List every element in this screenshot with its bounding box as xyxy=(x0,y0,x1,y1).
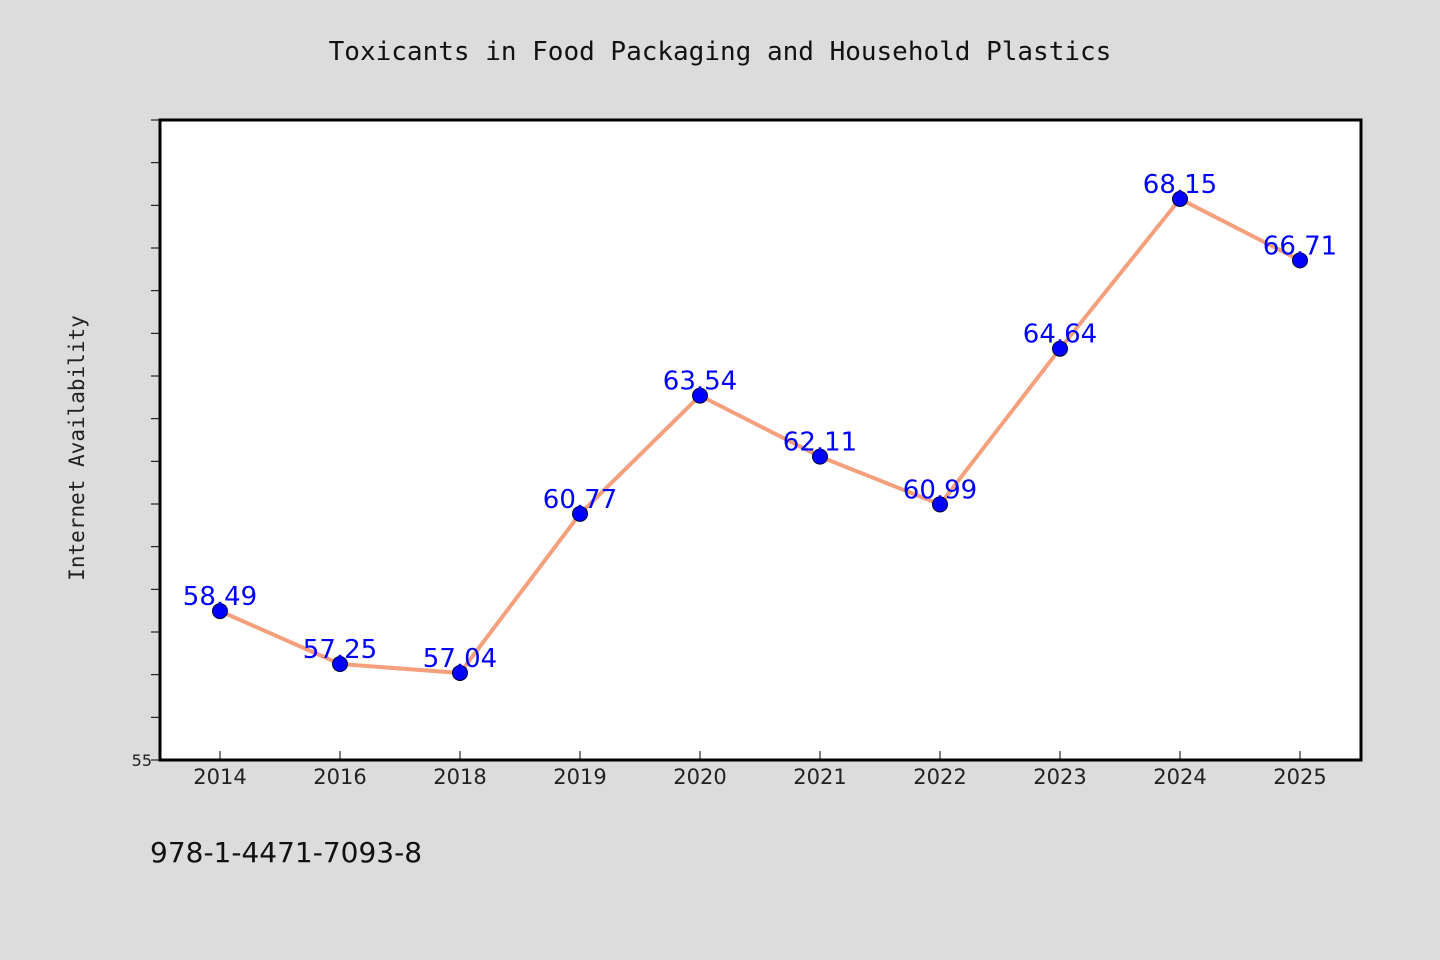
x-tick-label: 2024 xyxy=(1153,765,1206,789)
x-tick-label: 2022 xyxy=(913,765,966,789)
x-tick-label: 2019 xyxy=(553,765,606,789)
data-label: 58.49 xyxy=(183,582,257,612)
footer-code: 978-1-4471-7093-8 xyxy=(150,836,422,869)
data-label: 63.54 xyxy=(663,367,737,397)
x-tick-label: 2016 xyxy=(313,765,366,789)
x-tick-label: 2018 xyxy=(433,765,486,789)
y-tick-label: 55 xyxy=(132,751,152,770)
data-point xyxy=(692,387,708,404)
data-label: 60.99 xyxy=(903,475,977,505)
data-point xyxy=(212,603,228,620)
data-label: 57.25 xyxy=(303,635,377,665)
y-axis-ticks: 55 xyxy=(132,119,160,770)
data-label: 57.04 xyxy=(423,644,497,674)
data-label: 60.77 xyxy=(543,485,617,515)
data-point xyxy=(1172,190,1188,207)
series-group: 58.49 57.25 57.04 60.77 63.54 62.11 60.99 64.64… xyxy=(183,170,1337,681)
data-point xyxy=(332,656,348,672)
y-axis-label: Internet Availability xyxy=(65,315,89,581)
series-line xyxy=(219,196,1301,675)
x-tick-label: 2025 xyxy=(1273,765,1326,789)
data-point xyxy=(932,496,948,513)
data-point xyxy=(572,505,588,522)
x-tick-label: 2021 xyxy=(793,765,846,789)
x-tick-label: 2023 xyxy=(1033,765,1086,789)
chart-title: Toxicants in Food Packaging and Househol… xyxy=(329,37,1112,67)
data-point xyxy=(1292,252,1308,269)
x-tick-label: 2020 xyxy=(673,765,726,789)
data-label: 68.15 xyxy=(1143,170,1217,200)
data-label: 66.71 xyxy=(1263,231,1337,261)
x-axis-ticks: 2014 2016 2018 2019 2020 2021 2022 2023 2024 2025 xyxy=(193,751,1327,789)
data-point xyxy=(812,448,828,465)
data-point xyxy=(452,664,468,681)
x-tick-label: 2014 xyxy=(193,765,246,789)
data-point xyxy=(1052,340,1068,357)
plot-area xyxy=(158,118,1363,762)
data-label: 62.11 xyxy=(783,428,857,458)
data-label: 64.64 xyxy=(1023,320,1097,350)
